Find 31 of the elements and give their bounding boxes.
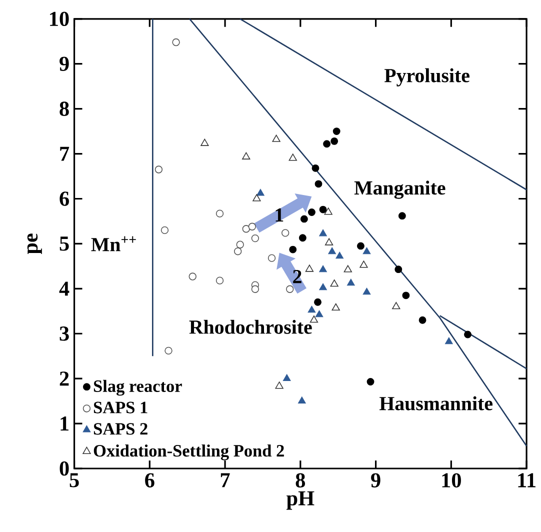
annotation: Pyrolusite [384, 68, 470, 86]
y-tick-label: 2 [60, 371, 69, 386]
legend-label: SAPS 2 [94, 423, 148, 435]
annotation: Rhodochrosite [189, 320, 312, 334]
x-tick-label: 9 [371, 473, 380, 488]
legend-label: Oxidation-Settling Pond 2 [94, 444, 284, 460]
y-tick-label: 6 [60, 192, 69, 206]
y-tick-label: 3 [60, 326, 69, 341]
legend-label: Slag reactor [94, 380, 182, 396]
legend-label: SAPS 1 [94, 402, 148, 414]
x-tick-label: 5 [70, 473, 79, 488]
x-tick-label: 8 [296, 473, 306, 488]
annotation: Mn$^{++}$ [91, 236, 136, 252]
y-tick-label: 10 [50, 12, 69, 26]
annotation: Manganite [354, 180, 446, 199]
y-axis-title: pe [27, 234, 42, 254]
y-tick-label: 1 [60, 416, 68, 430]
x-tick-label: 10 [442, 473, 461, 488]
y-tick-label: 8 [60, 102, 69, 116]
x-tick-label: 11 [518, 473, 536, 488]
y-tick-label: 4 [59, 282, 70, 296]
y-tick-label: 0 [60, 461, 69, 476]
annotation: Hausmannite [379, 396, 493, 410]
x-tick-label: 6 [145, 473, 154, 488]
y-tick-label: 5 [60, 236, 69, 251]
annotation: 1 [276, 208, 284, 222]
y-tick-label: 7 [60, 146, 70, 161]
x-axis-title: pH [286, 491, 314, 510]
annotation: 2 [293, 270, 302, 284]
x-tick-label: 7 [220, 473, 230, 488]
y-tick-label: 9 [60, 56, 69, 71]
